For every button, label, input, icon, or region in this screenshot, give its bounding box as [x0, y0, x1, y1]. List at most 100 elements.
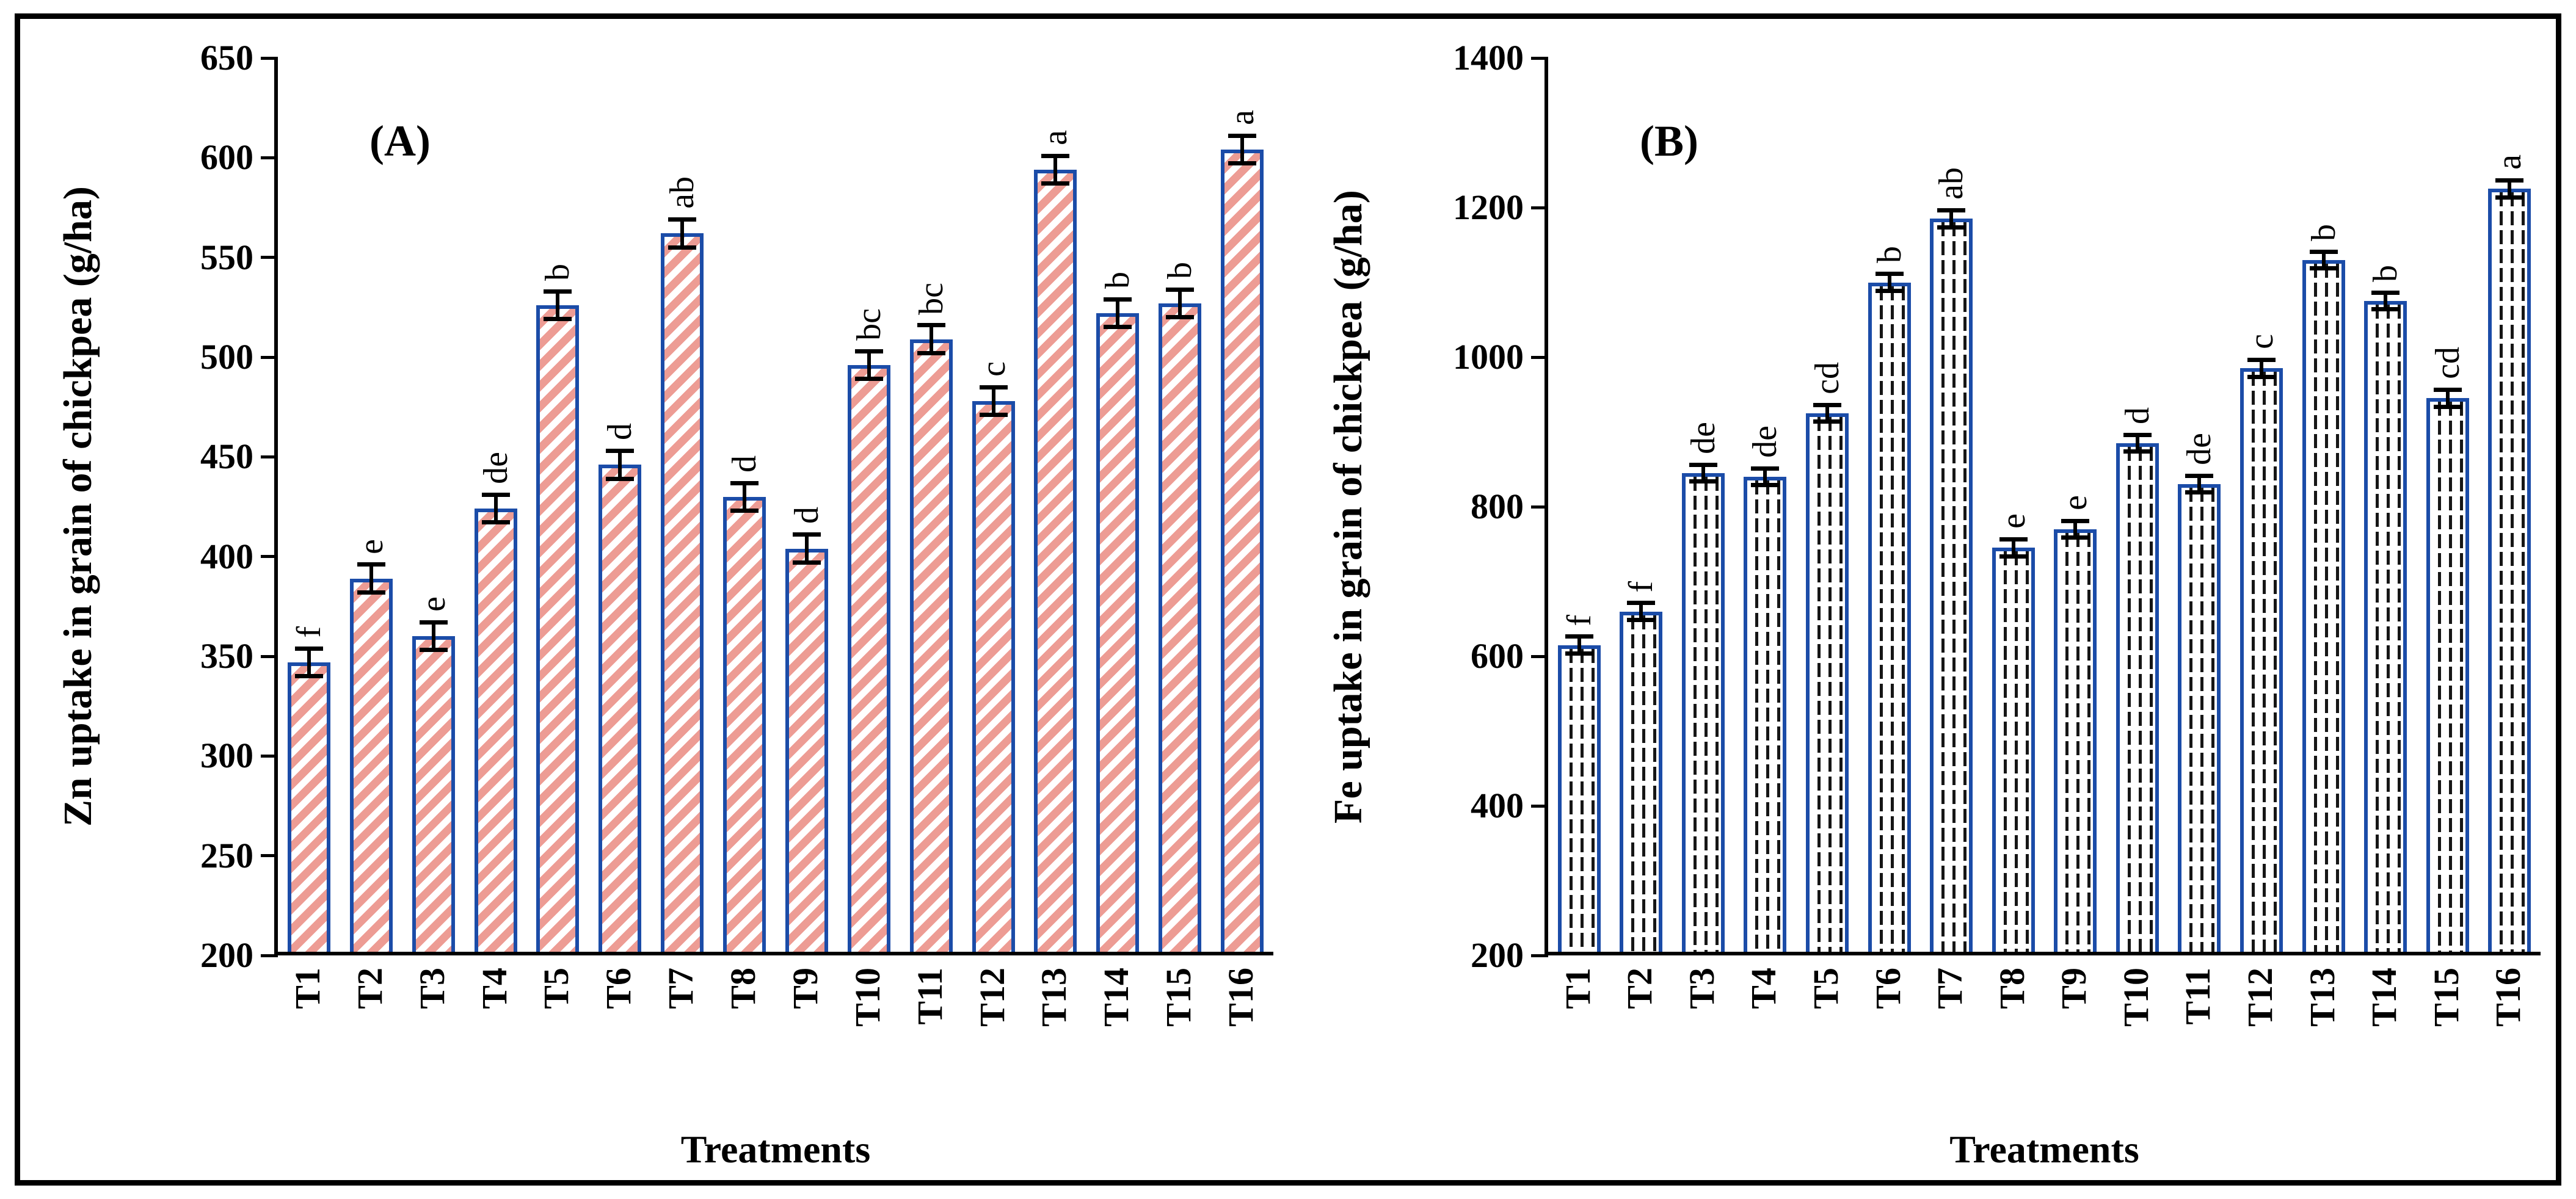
error-bar-cap-bottom-A-T11 — [917, 350, 945, 355]
bar-A-T7 — [661, 233, 704, 955]
error-bar-A-T5 — [544, 289, 572, 322]
y-tick-label-A-650: 650 — [200, 38, 253, 78]
bar-group-A-T4: de T4 — [474, 58, 517, 1009]
bar-group-A-T3: e T3 — [412, 58, 455, 1009]
error-bar-stem-B-T1 — [1577, 634, 1581, 656]
error-bar-cap-bottom-A-T12 — [979, 413, 1008, 417]
error-bar-B-T12 — [2247, 358, 2276, 379]
y-tick-mark-A-550 — [261, 256, 278, 259]
sig-letter-A-T5: b — [539, 263, 577, 281]
y-axis-title-panel-b: Fe uptake in grain of chickpea (g/ha) — [1326, 190, 1370, 824]
bar-group-B-T8: e T8 — [1992, 58, 2035, 1009]
x-tick-label-B-T12: T12 — [2239, 968, 2280, 1027]
error-bar-A-T9 — [792, 532, 821, 565]
bar-group-B-T12: c T12 — [2239, 58, 2283, 1027]
x-tick-label-B-T4: T4 — [1744, 968, 1784, 1009]
x-tick-label-A-T10: T10 — [847, 968, 887, 1027]
error-bar-stem-A-T13 — [1053, 153, 1058, 186]
error-bar-cap-bottom-B-T16 — [2495, 195, 2524, 200]
sig-letter-A-T14: b — [1099, 272, 1137, 289]
error-bar-cap-bottom-B-T6 — [1875, 288, 1904, 293]
sig-letter-A-T8: d — [726, 455, 764, 473]
sig-letter-A-T7: ab — [663, 176, 702, 209]
bar-A-T4 — [474, 509, 517, 955]
error-bar-stem-B-T13 — [2321, 249, 2326, 270]
bar-group-B-T14: b T14 — [2364, 58, 2407, 1027]
error-bar-cap-bottom-A-T2 — [357, 590, 385, 595]
x-tick-label-B-T14: T14 — [2364, 968, 2404, 1027]
sig-letter-B-T8: e — [1994, 513, 2032, 529]
error-bar-A-T14 — [1104, 297, 1132, 330]
bar-B-T9 — [2054, 529, 2097, 955]
error-bar-stem-B-T8 — [2011, 537, 2015, 559]
bar-group-A-T16: a T16 — [1221, 58, 1264, 1027]
x-tick-label-A-T7: T7 — [661, 968, 701, 1009]
error-bar-B-T10 — [2123, 432, 2152, 454]
bar-B-T2 — [1620, 611, 1663, 955]
error-bar-B-T14 — [2371, 290, 2400, 312]
bar-group-B-T7: ab T7 — [1930, 58, 1973, 1009]
y-tick-label-A-600: 600 — [200, 137, 253, 178]
bar-B-T5 — [1806, 413, 1849, 955]
x-tick-label-B-T13: T13 — [2302, 968, 2342, 1027]
error-bar-cap-bottom-B-T15 — [2433, 404, 2462, 409]
bar-group-A-T14: b T14 — [1096, 58, 1140, 1027]
bar-group-A-T8: d T8 — [723, 58, 766, 1009]
sig-letter-B-T15: cd — [2428, 347, 2467, 380]
bar-B-T11 — [2178, 484, 2221, 955]
error-bar-stem-A-T2 — [369, 562, 373, 595]
error-bar-stem-B-T3 — [1701, 462, 1705, 484]
sig-letter-B-T2: f — [1622, 581, 1661, 593]
bar-group-A-T13: a T13 — [1034, 58, 1077, 1027]
sig-letter-A-T10: bc — [850, 308, 888, 341]
bar-group-B-T1: f T1 — [1557, 58, 1601, 1009]
y-tick-label-A-550: 550 — [200, 237, 253, 277]
error-bar-cap-bottom-A-T10 — [854, 377, 883, 382]
error-bar-cap-bottom-A-T6 — [606, 476, 635, 481]
error-bar-A-T10 — [854, 349, 883, 382]
bar-A-T13 — [1034, 169, 1077, 955]
error-bar-stem-A-T7 — [680, 217, 685, 250]
x-tick-label-B-T3: T3 — [1681, 968, 1722, 1009]
bar-group-B-T9: e T9 — [2054, 58, 2097, 1009]
y-tick-mark-B-1200 — [1531, 206, 1548, 209]
error-bar-stem-A-T6 — [618, 449, 622, 481]
bar-A-T12 — [972, 400, 1015, 955]
bar-group-A-T2: e T2 — [349, 58, 393, 1009]
error-bar-stem-B-T5 — [1825, 402, 1830, 424]
bar-group-A-T7: ab T7 — [661, 58, 704, 1009]
sig-letter-A-T12: c — [974, 361, 1013, 377]
y-tick-label-A-500: 500 — [200, 337, 253, 377]
error-bar-stem-B-T14 — [2384, 290, 2388, 312]
x-tick-label-B-T5: T5 — [1806, 968, 1846, 1009]
error-bar-A-T1 — [294, 646, 323, 678]
y-tick-label-B-1400: 1400 — [1453, 38, 1524, 78]
error-bar-A-T16 — [1228, 134, 1257, 166]
sig-letter-B-T5: cd — [1808, 361, 1847, 394]
bar-B-T16 — [2488, 189, 2531, 955]
bar-B-T3 — [1681, 473, 1725, 955]
error-bar-cap-bottom-B-T4 — [1751, 483, 1780, 488]
error-bar-B-T6 — [1875, 272, 1904, 293]
y-axis-title-panel-a: Zn uptake in grain of chickpea (g/ha) — [56, 186, 100, 827]
sig-letter-A-T16: a — [1223, 110, 1262, 126]
x-tick-label-A-T2: T2 — [349, 968, 390, 1009]
y-tick-label-B-600: 600 — [1471, 636, 1524, 676]
y-tick-mark-B-200 — [1531, 954, 1548, 957]
panel-b-plot-area: (B) 1400 1200 1000 800 600 400 200 f T1 f T2 de T3 de… — [1453, 40, 2541, 1027]
bar-A-T2 — [349, 578, 393, 955]
panel-marker-a: (A) — [369, 117, 431, 165]
error-bar-B-T11 — [2185, 474, 2214, 495]
error-bar-stem-A-T15 — [1178, 287, 1182, 319]
bar-group-A-T10: bc T10 — [847, 58, 890, 1027]
bar-group-B-T10: d T10 — [2116, 58, 2159, 1027]
bar-B-T10 — [2116, 443, 2159, 955]
bar-group-A-T5: b T5 — [536, 58, 580, 1009]
error-bar-B-T3 — [1689, 462, 1717, 484]
error-bar-B-T1 — [1565, 634, 1593, 656]
bar-A-T10 — [847, 365, 890, 955]
bar-B-T13 — [2302, 259, 2345, 955]
panel-a-plot-area: (A) 650 600 550 500 450 400 350 300 250 200 f T1 e T2… — [200, 40, 1273, 1027]
y-axis-line-panel-a — [274, 58, 278, 955]
